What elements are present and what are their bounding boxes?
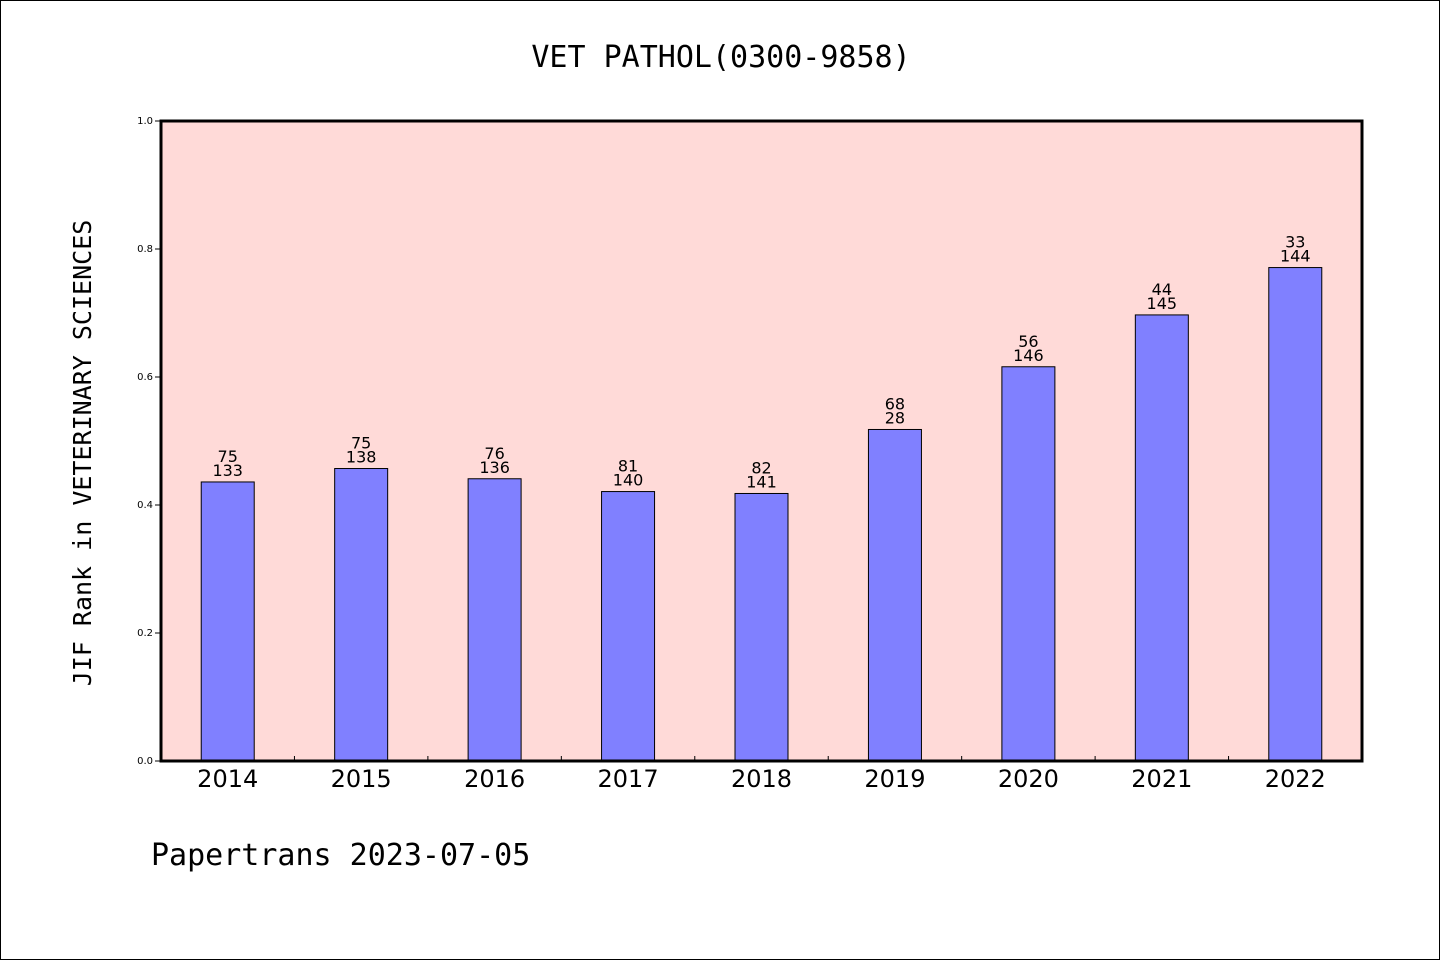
bar-rank-label-2015: 75 [351,434,371,453]
bar-2022 [1268,267,1323,762]
y-axis-label: JIF Rank in VETERINARY SCIENCES [68,220,97,687]
bar-rank-label-2021: 44 [1152,280,1172,299]
x-tick-label-2016: 2016 [464,765,525,793]
bar-2016 [467,478,522,762]
y-tick-label: 0.0 [137,756,153,767]
y-tick-label: 0.8 [137,244,153,255]
bar-rank-label-2014: 75 [218,447,238,466]
bar-total-label-2014: 133 [212,461,243,480]
chart-title: VET PATHOL(0300-9858) [531,40,910,75]
bars-group [200,267,1323,762]
bar-total-label-2017: 140 [613,471,644,490]
y-tick-label: 0.2 [137,628,153,639]
x-axis-ticks: 2014 2015 2016 2017 2018 2019 2020 2021 2022 [197,756,1326,793]
bar-rank-label-2022: 33 [1285,233,1305,252]
x-tick-label-2020: 2020 [998,765,1059,793]
bar-rank-label-2019: 68 [885,394,905,413]
x-tick-label-2018: 2018 [731,765,792,793]
bar-rank-label-2016: 76 [484,444,504,463]
bar-total-label-2020: 146 [1013,346,1044,365]
bar-rank-label-2017: 81 [618,457,638,476]
x-tick-label-2017: 2017 [598,765,659,793]
bar-2019 [867,428,922,762]
x-tick-label-2014: 2014 [197,765,258,793]
bar-total-label-2018: 141 [746,472,777,491]
bar-rank-label-2020: 56 [1018,332,1038,351]
bar-total-label-2015: 138 [346,448,377,467]
y-tick-label: 1.0 [137,116,153,127]
bar-2021 [1134,314,1189,762]
bar-rank-label-2018: 82 [751,458,771,477]
y-tick-label: 0.6 [137,372,153,383]
x-tick-label-2015: 2015 [331,765,392,793]
bar-total-label-2016: 136 [479,458,510,477]
bar-total-label-2019: 28 [885,408,905,427]
bar-2020 [1001,366,1056,762]
plot-border [159,119,1364,763]
bar-2014 [200,481,255,762]
bar-total-label-2022: 144 [1280,247,1311,266]
bar-total-label-2021: 145 [1147,294,1178,313]
x-tick-label-2019: 2019 [864,765,925,793]
y-tick-label: 0.4 [137,500,153,511]
x-tick-label-2022: 2022 [1265,765,1326,793]
footer-credit: Papertrans 2023-07-05 [151,838,530,873]
bar-2018 [734,492,789,762]
y-axis-ticks: 0.0 0.2 0.4 0.6 0.8 1.0 [137,116,161,767]
bar-2015 [334,468,389,762]
x-tick-label-2021: 2021 [1131,765,1192,793]
bar-2017 [601,491,656,762]
